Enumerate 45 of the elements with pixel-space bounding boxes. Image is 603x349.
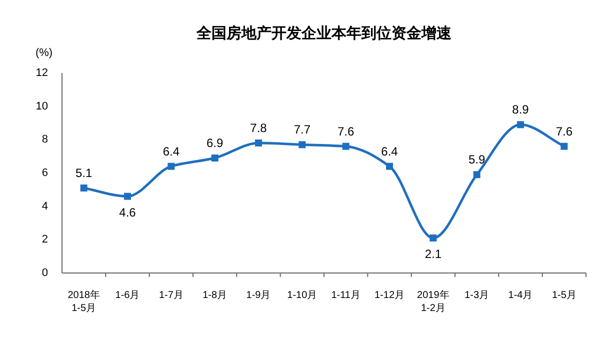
data-label: 8.9 [512, 102, 530, 117]
point [298, 141, 306, 148]
x-tick-label: 1-3月 [464, 290, 490, 301]
point [386, 162, 393, 170]
chart-title: 全国房地产开发企业本年到位资金增速 [196, 24, 452, 42]
x-tick-label: 2018年 1-5月 [68, 289, 100, 314]
x-tick-label: 1-5月 [552, 290, 576, 301]
data-label: 5.1 [75, 166, 92, 180]
point [517, 121, 524, 128]
data-label: 4.6 [119, 205, 136, 220]
point [124, 192, 131, 200]
data-label: 5.9 [468, 152, 486, 167]
y-tick-label: 10 [36, 100, 48, 112]
data-label: 6.4 [381, 144, 398, 158]
y-tick-label: 4 [42, 200, 48, 212]
point [211, 154, 218, 162]
point [560, 142, 568, 150]
x-tick-label: 2019年 1-2月 [417, 289, 450, 314]
x-tick-label: 1-9月 [246, 290, 271, 301]
data-label: 7.8 [250, 121, 268, 135]
y-tick-label: 8 [42, 134, 48, 146]
point [430, 234, 437, 242]
y-tick-label: 12 [36, 67, 48, 79]
point [80, 184, 88, 192]
data-label: 7.7 [294, 122, 311, 137]
point [473, 171, 480, 178]
y-axis-title: (%) [35, 47, 53, 59]
x-tick-label: 1-11月 [331, 290, 360, 301]
data-label: 2.1 [424, 247, 442, 261]
x-tick-label: 1-7月 [158, 290, 184, 301]
data-label: 7.6 [337, 124, 354, 138]
point [168, 162, 175, 170]
point [342, 142, 350, 150]
y-tick-label: 0 [42, 267, 48, 279]
x-tick-label: 1-12月 [374, 290, 405, 301]
x-tick-label: 1-10月 [287, 290, 318, 301]
y-tick-label: 6 [42, 167, 48, 179]
x-tick-label: 1-4月 [508, 290, 533, 301]
y-tick-label: 2 [42, 234, 48, 246]
x-tick-label: 1-8月 [202, 290, 228, 301]
point [255, 140, 262, 146]
data-label: 6.4 [162, 144, 180, 158]
x-tick-label: 1-6月 [115, 290, 140, 301]
data-label: 7.6 [556, 124, 573, 138]
data-label: 6.9 [206, 136, 224, 150]
